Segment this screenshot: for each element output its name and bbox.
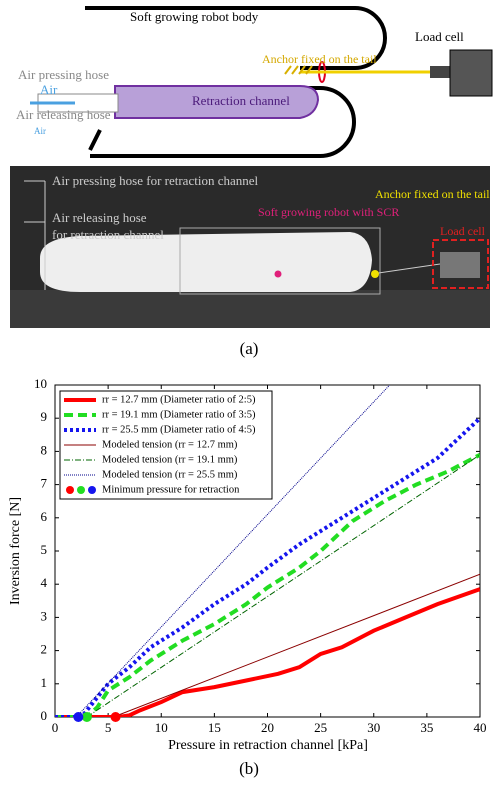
marker bbox=[371, 270, 379, 278]
x-tick-label: 40 bbox=[474, 720, 487, 735]
load-cell bbox=[450, 50, 492, 96]
figure: Soft growing robot body Anchor fixed on … bbox=[0, 0, 498, 783]
x-tick-label: 35 bbox=[420, 720, 433, 735]
x-tick-label: 5 bbox=[105, 720, 112, 735]
y-tick-label: 5 bbox=[41, 542, 48, 557]
diagram-label: Soft growing robot body bbox=[130, 9, 259, 24]
diagram-label: Load cell bbox=[415, 29, 464, 44]
connector bbox=[430, 66, 450, 78]
diagram-label: Air pressing hose bbox=[18, 67, 109, 82]
y-tick-label: 8 bbox=[41, 442, 48, 457]
diagram-label: Air bbox=[40, 82, 58, 97]
y-tick-label: 10 bbox=[34, 376, 47, 391]
y-tick-label: 4 bbox=[41, 575, 48, 590]
y-tick-label: 3 bbox=[41, 608, 48, 623]
x-tick-label: 25 bbox=[314, 720, 327, 735]
photo-label: Air pressing hose for retraction channel bbox=[52, 173, 259, 188]
diagram-label: Retraction channel bbox=[192, 93, 290, 108]
photo-label: Air releasing hose bbox=[52, 210, 147, 225]
series-line bbox=[55, 589, 480, 717]
diagram-label: Air bbox=[34, 126, 46, 136]
legend-label: Modeled tension (rr = 19.1 mm) bbox=[102, 454, 238, 465]
x-tick-label: 0 bbox=[52, 720, 59, 735]
legend-marker bbox=[88, 486, 96, 494]
x-tick-label: 15 bbox=[208, 720, 221, 735]
caption: (b) bbox=[239, 759, 259, 778]
legend-label: rr = 12.7 mm (Diameter ratio of 2:5) bbox=[102, 394, 256, 405]
x-tick-label: 10 bbox=[155, 720, 168, 735]
x-tick-label: 30 bbox=[367, 720, 380, 735]
point bbox=[111, 712, 121, 722]
load-cell bbox=[440, 252, 480, 278]
x-tick-label: 20 bbox=[261, 720, 274, 735]
diagram-label: Air releasing hose bbox=[16, 107, 111, 122]
legend-label: Modeled tension (rr = 12.7 mm) bbox=[102, 439, 238, 450]
photo-label: Load cell bbox=[440, 224, 486, 238]
point bbox=[73, 712, 83, 722]
photo-label: for retraction channel bbox=[52, 227, 164, 242]
photo-label: Soft growing robot with SCR bbox=[258, 205, 399, 219]
series-line bbox=[113, 574, 480, 717]
y-axis-label: Inversion force [N] bbox=[8, 497, 23, 605]
y-tick-label: 6 bbox=[41, 509, 48, 524]
legend-marker bbox=[77, 486, 85, 494]
legend-label: rr = 19.1 mm (Diameter ratio of 3:5) bbox=[102, 409, 256, 420]
caption: (a) bbox=[240, 339, 259, 358]
marker bbox=[275, 271, 282, 278]
y-tick-label: 7 bbox=[41, 476, 48, 491]
legend-label: Modeled tension (rr = 25.5 mm) bbox=[102, 469, 238, 480]
table bbox=[10, 290, 490, 328]
photo-label: Anchor fixed on the tail bbox=[375, 187, 490, 201]
y-tick-label: 2 bbox=[41, 642, 48, 657]
y-tick-label: 0 bbox=[41, 708, 48, 723]
y-tick-label: 9 bbox=[41, 409, 48, 424]
legend-label: Minimum pressure for retraction bbox=[102, 484, 240, 495]
y-tick-label: 1 bbox=[41, 675, 48, 690]
legend-marker bbox=[66, 486, 74, 494]
x-axis-label: Pressure in retraction channel [kPa] bbox=[168, 738, 368, 753]
diagram-label: Anchor fixed on the tail bbox=[262, 52, 377, 66]
legend-label: rr = 25.5 mm (Diameter ratio of 4:5) bbox=[102, 424, 256, 435]
